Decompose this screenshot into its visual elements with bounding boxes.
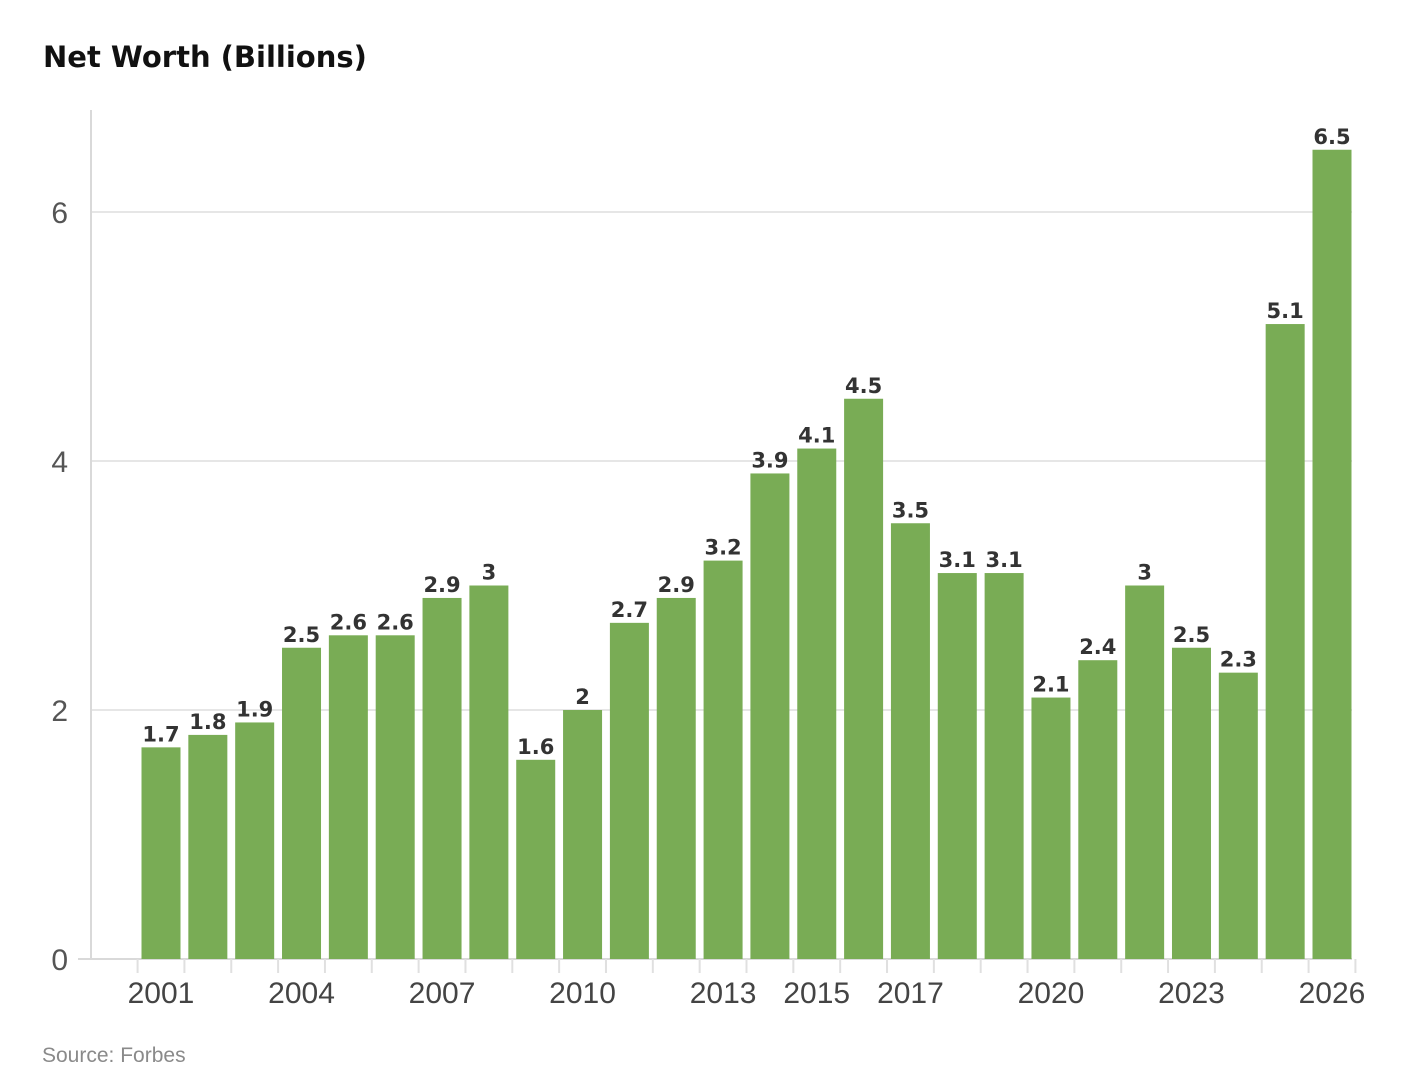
x-tick-label-2007: 2007: [409, 977, 476, 1010]
bar-2006: [375, 635, 415, 959]
bar-2010: [563, 710, 603, 959]
bar-2015: [797, 448, 837, 959]
bar-2016: [844, 398, 884, 959]
bar-2011: [609, 622, 649, 959]
x-tick-label-2010: 2010: [549, 977, 616, 1010]
bar-2021: [1078, 660, 1118, 959]
bar-2019: [984, 573, 1024, 959]
data-label-2020: 2.1: [1032, 673, 1069, 697]
bar-2018: [937, 573, 977, 959]
data-label-2014: 3.9: [751, 448, 788, 472]
data-label-2001: 1.7: [142, 722, 179, 746]
x-tick-label-2026: 2026: [1299, 977, 1366, 1010]
bars: [141, 149, 1352, 959]
data-label-2021: 2.4: [1079, 635, 1116, 659]
data-label-2025: 5.1: [1267, 299, 1304, 323]
data-label-2026: 6.5: [1313, 125, 1350, 149]
data-label-2012: 2.9: [658, 573, 695, 597]
bar-2024: [1218, 672, 1258, 959]
data-label-2015: 4.1: [798, 424, 835, 448]
x-tick-label-2001: 2001: [128, 977, 195, 1010]
data-label-2002: 1.8: [189, 710, 226, 734]
x-tick-label-2013: 2013: [690, 977, 757, 1010]
bar-2014: [750, 473, 790, 959]
data-label-2006: 2.6: [377, 610, 414, 634]
bar-2022: [1125, 585, 1165, 959]
data-label-2017: 3.5: [892, 498, 929, 522]
data-label-2005: 2.6: [330, 610, 367, 634]
data-label-2013: 3.2: [704, 536, 741, 560]
data-label-2009: 1.6: [517, 735, 554, 759]
bar-2020: [1031, 697, 1071, 959]
bar-2004: [282, 647, 322, 959]
bar-2026: [1312, 149, 1352, 959]
bar-2013: [703, 560, 743, 959]
data-label-2010: 2: [575, 685, 590, 709]
bar-2007: [422, 597, 462, 959]
data-label-2018: 3.1: [939, 548, 976, 572]
data-label-2011: 2.7: [611, 598, 648, 622]
bar-2017: [890, 523, 930, 959]
data-label-2007: 2.9: [423, 573, 460, 597]
y-axis-ticks: 0 2 4 6: [51, 197, 68, 977]
bar-2025: [1265, 324, 1305, 959]
data-label-2023: 2.5: [1173, 623, 1210, 647]
y-tick-label: 2: [51, 695, 68, 728]
y-tick-label: 0: [51, 944, 68, 977]
data-label-2016: 4.5: [845, 374, 882, 398]
bar-2008: [469, 585, 509, 959]
data-labels: 1.7 1.8 1.9 2.5 2.6 2.6 2.9 3 1.6 2 2.7 2.9 3.2 3.9 4.…: [142, 125, 1350, 759]
data-label-2004: 2.5: [283, 623, 320, 647]
data-label-2008: 3: [482, 561, 497, 585]
bar-2005: [328, 635, 368, 959]
x-tick-label-2017: 2017: [877, 977, 944, 1010]
chart-title: Net Worth (Billions): [43, 40, 367, 74]
bar-2012: [656, 597, 696, 959]
bar-2009: [516, 759, 556, 959]
data-label-2019: 3.1: [986, 548, 1023, 572]
bar-2002: [188, 734, 228, 959]
x-tick-label-2004: 2004: [268, 977, 335, 1010]
data-label-2024: 2.3: [1220, 648, 1257, 672]
bar-2001: [141, 747, 181, 959]
x-tick-label-2023: 2023: [1158, 977, 1225, 1010]
data-label-2022: 3: [1137, 561, 1152, 585]
bar-2003: [235, 722, 275, 959]
y-tick-label: 6: [51, 197, 68, 230]
x-tick-label-2020: 2020: [1018, 977, 1085, 1010]
x-tick-label-2015: 2015: [783, 977, 850, 1010]
data-label-2003: 1.9: [236, 697, 273, 721]
y-tick-label: 4: [51, 446, 68, 479]
bar-2023: [1171, 647, 1211, 959]
x-axis-ticks: 2001 2004 2007 2010 2013 2015 2017 2020 2023 2026: [128, 959, 1366, 1010]
source-note: Source: Forbes: [42, 1044, 186, 1067]
